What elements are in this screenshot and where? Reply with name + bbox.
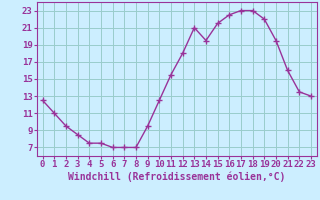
X-axis label: Windchill (Refroidissement éolien,°C): Windchill (Refroidissement éolien,°C) [68,172,285,182]
